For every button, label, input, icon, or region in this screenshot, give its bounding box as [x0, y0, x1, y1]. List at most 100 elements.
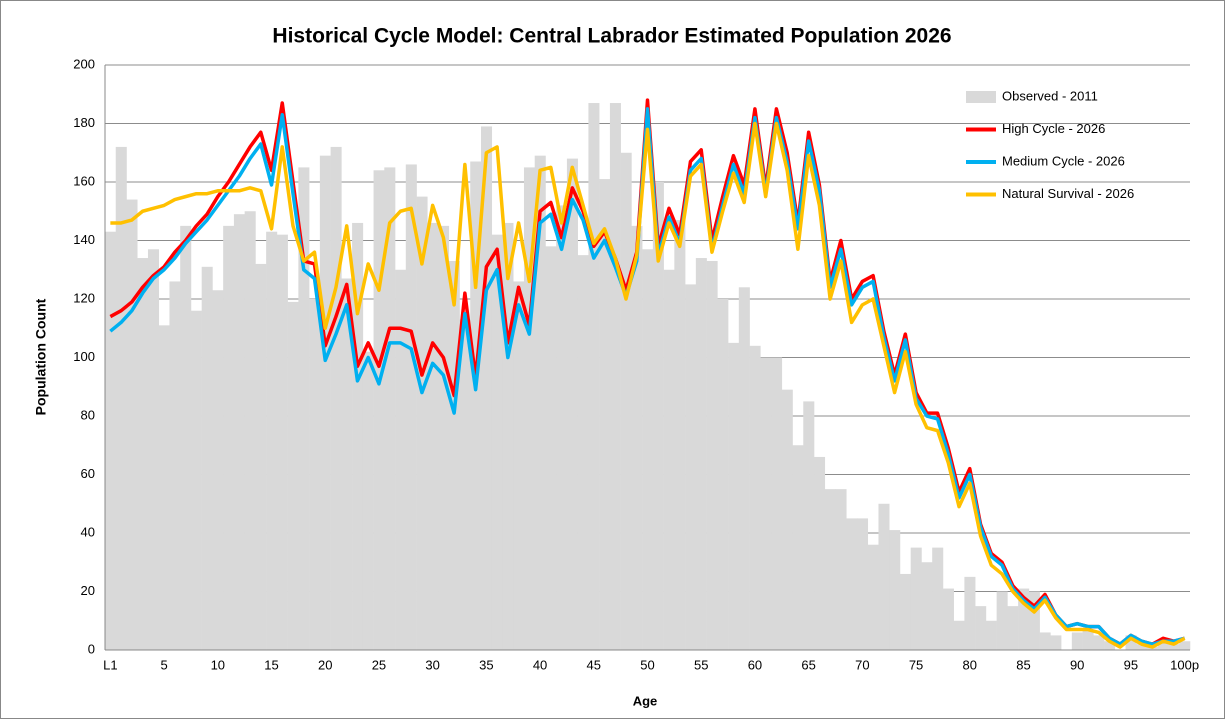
bar — [352, 222, 364, 650]
y-axis-title: Population Count — [33, 298, 49, 415]
x-tick-label: 35 — [479, 657, 493, 672]
bar — [932, 547, 944, 650]
bar — [341, 278, 353, 650]
bar — [448, 260, 460, 650]
x-tick-label: 40 — [533, 657, 547, 672]
bar — [749, 345, 761, 650]
bar — [1050, 635, 1062, 650]
bar — [502, 222, 514, 650]
x-tick-label: 25 — [372, 657, 386, 672]
bar — [212, 290, 224, 650]
bar — [309, 299, 321, 650]
bar — [642, 249, 654, 650]
bar — [717, 299, 729, 650]
bar — [223, 225, 235, 650]
bar — [738, 287, 750, 650]
legend-label: Observed - 2011 — [1002, 88, 1098, 103]
bar — [867, 544, 879, 650]
bar — [846, 518, 858, 650]
bar — [599, 179, 611, 650]
bar — [534, 155, 546, 651]
bar — [1007, 606, 1019, 650]
bar — [964, 576, 976, 650]
bar — [126, 199, 138, 651]
y-tick-label: 160 — [73, 173, 95, 188]
bar — [470, 161, 482, 650]
bar — [384, 167, 396, 650]
x-tick-label: 85 — [1016, 657, 1030, 672]
bar — [631, 225, 643, 650]
bar — [728, 342, 740, 650]
legend-label: Medium Cycle - 2026 — [1002, 153, 1125, 168]
bar — [459, 319, 471, 650]
bar — [1125, 635, 1137, 650]
bar — [685, 284, 697, 650]
x-tick-label: 30 — [425, 657, 439, 672]
x-tick-label: 100p — [1170, 657, 1199, 672]
bar — [889, 530, 901, 650]
x-tick-label: 45 — [587, 657, 601, 672]
x-tick-label: 10 — [211, 657, 225, 672]
bar — [276, 234, 288, 650]
bar — [856, 518, 869, 650]
bar — [706, 260, 718, 650]
bar — [1082, 629, 1094, 650]
bar — [1093, 635, 1105, 650]
x-tick-label: 50 — [640, 657, 654, 672]
legend-label: High Cycle - 2026 — [1002, 121, 1105, 136]
x-tick-label: 15 — [264, 657, 278, 672]
bar — [781, 389, 793, 650]
x-tick-label: L1 — [103, 657, 117, 672]
bar — [921, 562, 933, 650]
bar — [814, 456, 826, 650]
bar — [1179, 641, 1191, 650]
x-tick-label: 55 — [694, 657, 708, 672]
bar — [480, 126, 493, 651]
bar — [760, 357, 772, 650]
x-tick-label: 65 — [801, 657, 815, 672]
bar — [566, 158, 578, 650]
bar — [663, 269, 675, 650]
bar — [824, 489, 836, 650]
bar — [1028, 591, 1040, 650]
bar — [942, 588, 954, 650]
y-tick-label: 0 — [88, 641, 95, 656]
bar — [1018, 588, 1030, 650]
y-tick-label: 180 — [73, 115, 95, 130]
y-tick-label: 80 — [81, 407, 95, 422]
bar — [169, 281, 181, 650]
bar — [438, 225, 450, 650]
x-tick-label: 95 — [1124, 657, 1138, 672]
bar — [771, 357, 783, 650]
bar — [545, 246, 557, 650]
bar — [147, 249, 160, 650]
bar — [996, 591, 1008, 650]
bar — [491, 234, 503, 650]
bar — [513, 281, 525, 650]
y-tick-label: 140 — [73, 232, 95, 247]
x-tick-label: 75 — [909, 657, 923, 672]
bar — [899, 573, 911, 650]
bar — [190, 310, 202, 650]
y-tick-label: 40 — [81, 524, 95, 539]
bar — [362, 351, 374, 650]
line-series — [110, 121, 1186, 649]
bar — [523, 167, 536, 650]
bar — [835, 489, 847, 650]
bar — [1168, 644, 1180, 650]
legend-label: Natural Survival - 2026 — [1002, 186, 1134, 201]
y-tick-label: 100 — [73, 349, 95, 364]
bar — [1104, 641, 1116, 650]
bar — [1071, 632, 1083, 650]
bar — [287, 301, 299, 650]
bar — [1136, 644, 1148, 650]
x-axis-title: Age — [633, 693, 658, 708]
bar — [158, 325, 170, 650]
chart-title: Historical Cycle Model: Central Labrador… — [272, 25, 951, 48]
x-tick-label: 60 — [748, 657, 762, 672]
bar — [395, 269, 407, 650]
y-tick-label: 200 — [73, 56, 95, 71]
y-tick-label: 60 — [81, 466, 95, 481]
bar — [266, 231, 278, 650]
bar — [1039, 632, 1051, 650]
